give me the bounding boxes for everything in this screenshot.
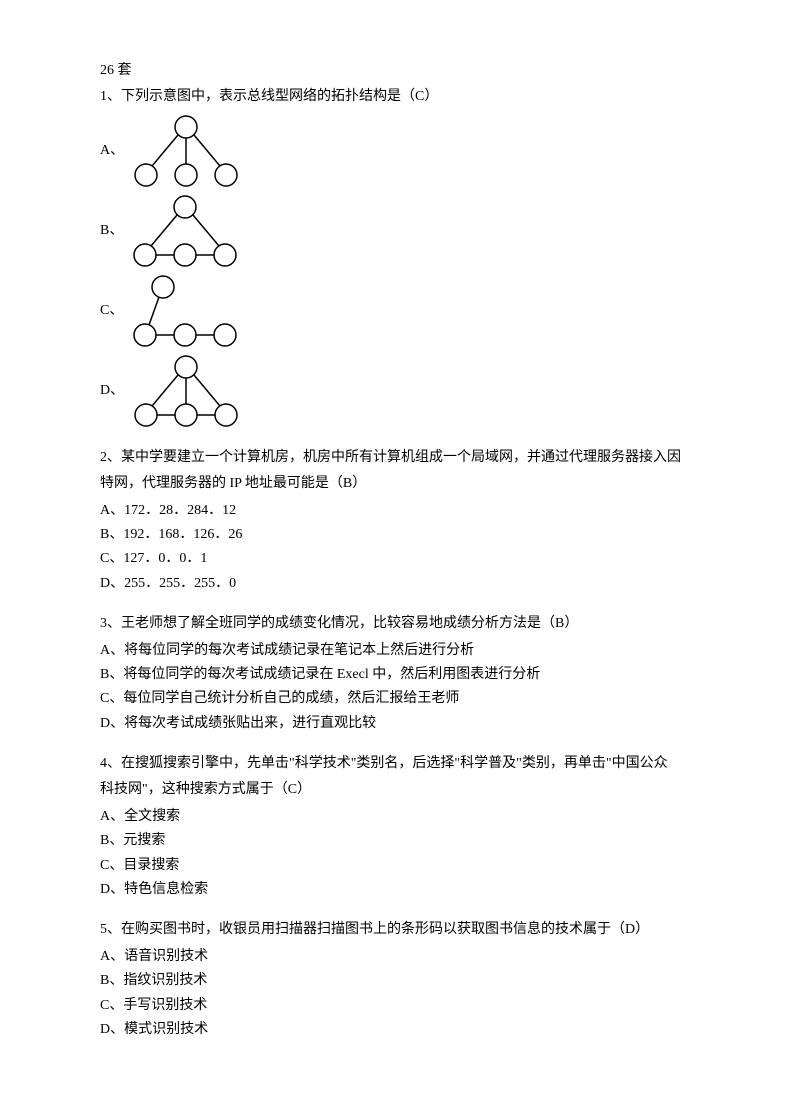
question-4-text-1: 4、在搜狐搜索引擎中，先单击"科学技术"类别名，后选择"科学普及"类别，再单击"… <box>100 753 700 775</box>
q1-diagram-a <box>128 113 244 189</box>
q3-option-a: A、将每位同学的每次考试成绩记录在笔记本上然后进行分析 <box>100 640 700 662</box>
q4-option-d: D、特色信息检索 <box>100 879 700 901</box>
question-3: 3、王老师想了解全班同学的成绩变化情况，比较容易地成绩分析方法是（B） A、将每… <box>100 613 700 735</box>
q1-diagram-b <box>127 193 243 269</box>
question-4: 4、在搜狐搜索引擎中，先单击"科学技术"类别名，后选择"科学普及"类别，再单击"… <box>100 753 700 901</box>
q3-option-c: C、每位同学自己统计分析自己的成绩，然后汇报给王老师 <box>100 688 700 710</box>
q5-option-c: C、手写识别技术 <box>100 995 700 1017</box>
q1-option-a: A、 <box>100 113 700 189</box>
q1-label-a: A、 <box>100 140 124 162</box>
question-5: 5、在购买图书时，收银员用扫描器扫描图书上的条形码以获取图书信息的技术属于（D）… <box>100 919 700 1041</box>
q3-option-d: D、将每次考试成绩张贴出来，进行直观比较 <box>100 713 700 735</box>
q4-option-c: C、目录搜索 <box>100 855 700 877</box>
q1-label-d: D、 <box>100 380 124 402</box>
q2-option-d: D、255．255．255．0 <box>100 573 700 595</box>
q3-option-b: B、将每位同学的每次考试成绩记录在 Execl 中，然后利用图表进行分析 <box>100 664 700 686</box>
question-2-text-1: 2、某中学要建立一个计算机房，机房中所有计算机组成一个局域网，并通过代理服务器接… <box>100 447 700 469</box>
q2-option-a: A、172．28．284．12 <box>100 500 700 522</box>
q4-option-b: B、元搜索 <box>100 830 700 852</box>
q1-label-c: C、 <box>100 300 123 322</box>
q1-option-b: B、 <box>100 193 700 269</box>
q5-option-b: B、指纹识别技术 <box>100 970 700 992</box>
q5-option-d: D、模式识别技术 <box>100 1019 700 1041</box>
q2-option-c: C、127．0．0．1 <box>100 548 700 570</box>
q2-option-b: B、192．168．126．26 <box>100 524 700 546</box>
q1-option-d: D、 <box>100 353 700 429</box>
question-1: 1、下列示意图中，表示总线型网络的拓扑结构是（C） A、 B、 C、 D、 <box>100 86 700 428</box>
question-1-text: 1、下列示意图中，表示总线型网络的拓扑结构是（C） <box>100 86 700 108</box>
question-2: 2、某中学要建立一个计算机房，机房中所有计算机组成一个局域网，并通过代理服务器接… <box>100 447 700 595</box>
question-5-text: 5、在购买图书时，收银员用扫描器扫描图书上的条形码以获取图书信息的技术属于（D） <box>100 919 700 941</box>
question-3-text: 3、王老师想了解全班同学的成绩变化情况，比较容易地成绩分析方法是（B） <box>100 613 700 635</box>
page-header: 26 套 <box>100 60 700 82</box>
q1-option-c: C、 <box>100 273 700 349</box>
q1-label-b: B、 <box>100 220 123 242</box>
question-4-text-2: 科技网"，这种搜索方式属于（C） <box>100 779 700 801</box>
question-2-text-2: 特网，代理服务器的 IP 地址最可能是（B） <box>100 473 700 495</box>
q1-diagram-c <box>127 273 243 349</box>
q5-option-a: A、语音识别技术 <box>100 946 700 968</box>
q1-diagram-d <box>128 353 244 429</box>
q4-option-a: A、全文搜索 <box>100 806 700 828</box>
